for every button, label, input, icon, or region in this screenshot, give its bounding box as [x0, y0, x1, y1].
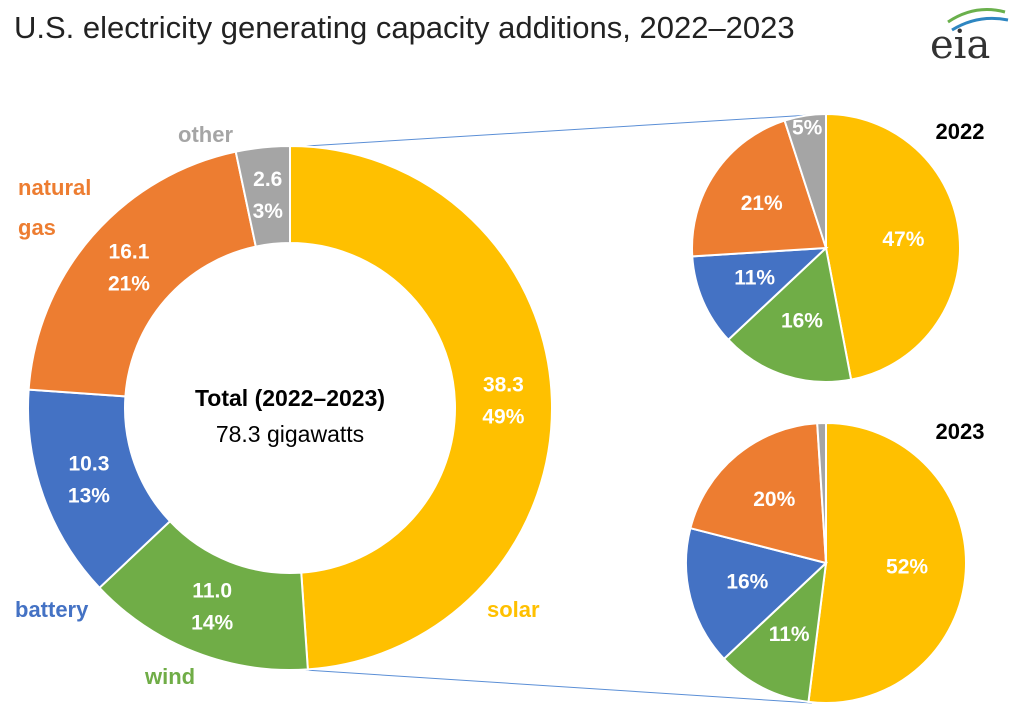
- pie-slice: [783, 112, 827, 249]
- pie-title: 2023: [936, 419, 985, 444]
- category-label: battery: [15, 597, 89, 622]
- value-label: 11.0: [192, 579, 232, 602]
- value-label: 16%: [726, 571, 768, 594]
- pie-slice: [689, 422, 828, 565]
- category-label: natural gas: [18, 175, 92, 240]
- value-label: 11%: [734, 266, 775, 289]
- center-subtitle: 78.3 gigawatts: [216, 421, 364, 447]
- center-title: Total (2022–2023): [195, 385, 385, 411]
- value-label: 16%: [781, 309, 823, 332]
- percent-label: 14%: [191, 611, 233, 634]
- pie-slice: [816, 421, 827, 564]
- percent-label: 49%: [482, 405, 524, 428]
- donut-slice: [234, 144, 291, 248]
- value-label: 16.1: [109, 240, 150, 263]
- connector: [304, 669, 813, 704]
- percent-label: 3%: [253, 200, 284, 223]
- pie-slice: [825, 112, 961, 381]
- chart-title: U.S. electricity generating capacity add…: [14, 10, 795, 45]
- value-label: 21%: [741, 192, 783, 215]
- category-label: wind: [145, 664, 196, 689]
- pie-slice: [685, 526, 829, 661]
- percent-label: 13%: [68, 484, 110, 507]
- logo-arc: [951, 16, 1009, 32]
- value-label: 20%: [753, 488, 795, 511]
- value-label: 10.3: [69, 452, 110, 475]
- pie-slice: [691, 246, 829, 342]
- value-label: 11%: [769, 623, 810, 646]
- logo: eia: [930, 22, 991, 68]
- category-label: other: [178, 122, 233, 147]
- pie-slice: [722, 560, 828, 704]
- value-label: 47%: [882, 228, 924, 251]
- value-label: 5%: [792, 116, 823, 139]
- pie-slice: [726, 246, 853, 383]
- value-label: 2.6: [253, 168, 282, 191]
- pie-slice: [807, 421, 967, 704]
- category-label: solar: [487, 597, 540, 622]
- donut-slice: [27, 150, 258, 398]
- percent-label: 21%: [108, 272, 150, 295]
- value-label: 52%: [886, 556, 928, 579]
- pie-slice: [691, 119, 828, 258]
- logo-arc: [947, 8, 1006, 24]
- value-label: 38.3: [483, 373, 524, 396]
- pie-title: 2022: [936, 119, 985, 144]
- connector: [289, 113, 827, 148]
- donut-slice: [289, 144, 553, 671]
